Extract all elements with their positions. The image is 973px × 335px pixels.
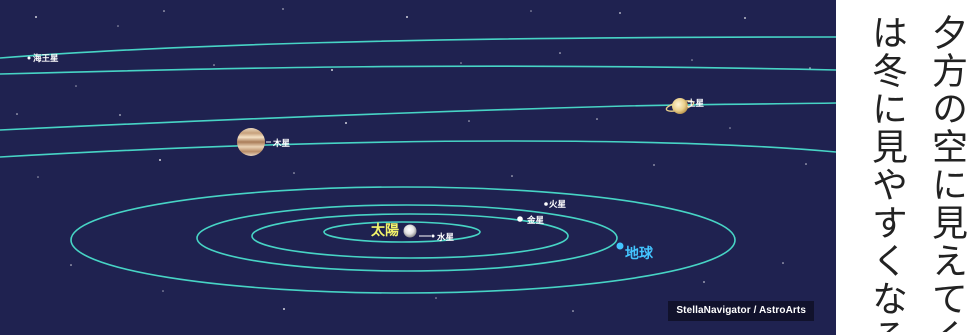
earth-label: 地球 — [625, 245, 654, 262]
star — [596, 118, 598, 120]
star — [729, 127, 731, 129]
venus-marker: 金星 — [517, 215, 545, 226]
saturn-label: 土星 — [687, 98, 705, 109]
venus-planet — [517, 216, 523, 222]
sun-marker: 太陽 — [371, 222, 417, 239]
star — [691, 59, 693, 61]
star — [511, 175, 513, 177]
saturn-orbit — [0, 102, 836, 131]
jupiter-planet — [237, 128, 265, 156]
star — [119, 114, 121, 116]
star — [37, 176, 39, 178]
star — [159, 159, 161, 161]
jupiter-orbit — [0, 140, 836, 158]
mercury-marker: 水星 — [419, 232, 455, 243]
star — [293, 172, 295, 174]
earth-orbit — [196, 204, 618, 272]
star — [117, 25, 119, 27]
star — [468, 120, 470, 122]
venus-label: 金星 — [526, 215, 545, 226]
vertical-text-line-1: 夕方の空に見えてく — [926, 14, 967, 332]
earth-marker: 地球 — [616, 242, 654, 262]
star — [559, 52, 561, 54]
star — [35, 16, 37, 18]
star — [162, 290, 164, 292]
star — [703, 281, 705, 283]
stars — [16, 8, 811, 312]
star — [460, 62, 462, 64]
star — [345, 122, 347, 124]
mercury-orbit — [323, 221, 481, 243]
image-credit: StellaNavigator / AstroArts — [668, 301, 814, 321]
star — [809, 67, 811, 69]
star — [530, 10, 532, 12]
star — [282, 8, 284, 10]
mercury-label: 水星 — [436, 232, 455, 243]
mars-marker: 火星 — [544, 199, 567, 210]
star — [653, 164, 655, 166]
star — [16, 113, 18, 115]
star — [805, 163, 807, 165]
star — [331, 69, 333, 71]
orbits — [0, 36, 836, 294]
earth-planet — [616, 242, 624, 250]
neptune-planet — [27, 56, 31, 60]
sun-label: 太陽 — [371, 222, 399, 239]
jupiter-label: 木星 — [272, 138, 291, 149]
solar-system-illustration: 海王星 木星 土星 火星 金星 太陽 — [0, 0, 836, 335]
sky-background — [0, 0, 836, 335]
venus-orbit — [251, 213, 569, 259]
star — [744, 17, 746, 19]
star — [572, 310, 574, 312]
saturn-planet — [672, 98, 688, 114]
vertical-text-line-2: は冬に見やすくなる — [866, 14, 907, 332]
star — [619, 12, 621, 14]
star — [406, 16, 408, 18]
mars-planet — [544, 202, 548, 206]
mars-orbit — [70, 186, 736, 294]
star — [435, 297, 437, 299]
star — [283, 308, 285, 310]
jupiter-marker: 木星 — [237, 128, 291, 156]
star — [213, 64, 215, 66]
mercury-planet — [431, 234, 435, 238]
sun-body — [403, 224, 417, 238]
star — [75, 85, 77, 87]
solar-system-diagram: 海王星 木星 土星 火星 金星 太陽 — [0, 0, 836, 335]
neptune-orbit — [0, 36, 836, 59]
star — [70, 264, 72, 266]
neptune-marker: 海王星 — [27, 53, 59, 64]
outer-orbit-line — [0, 65, 836, 75]
neptune-label: 海王星 — [33, 53, 59, 64]
mars-label: 火星 — [549, 199, 567, 210]
star — [163, 10, 165, 12]
star — [782, 262, 784, 264]
saturn-marker: 土星 — [665, 98, 705, 114]
